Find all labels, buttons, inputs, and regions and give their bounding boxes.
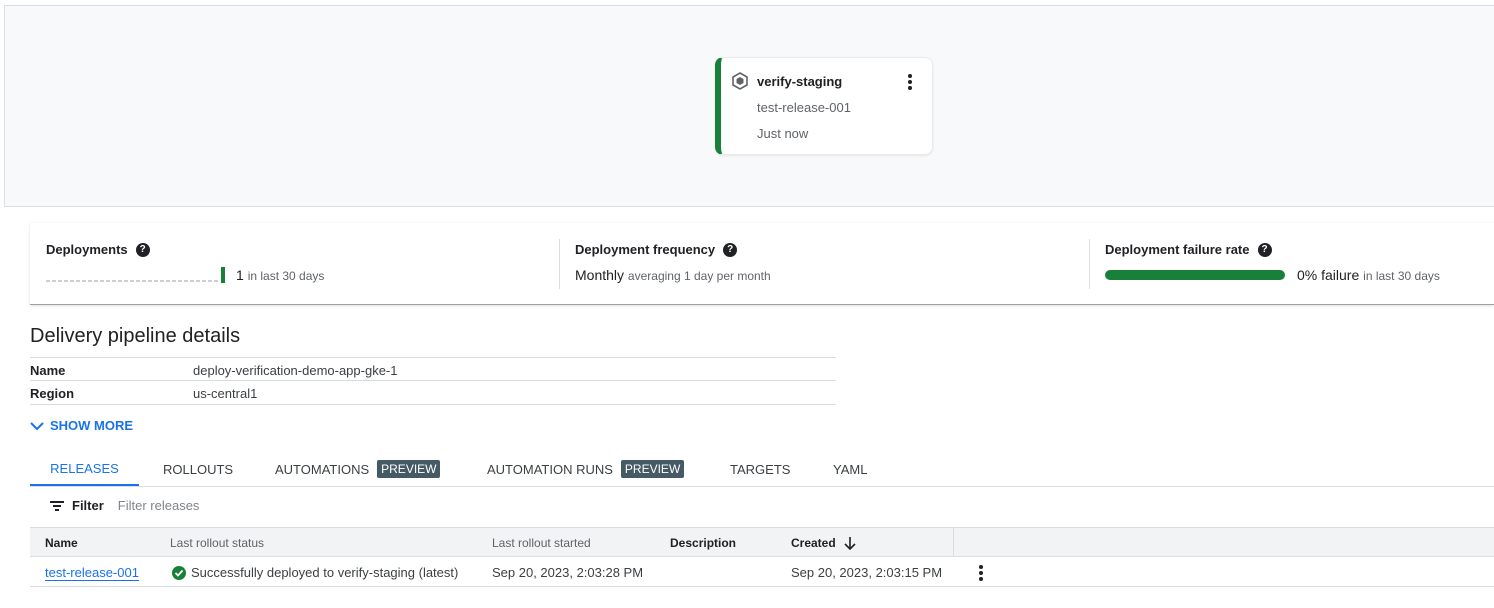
more-vert-icon[interactable] (979, 565, 983, 581)
check-circle-icon (172, 565, 186, 580)
tab-releases[interactable]: RELEASES (30, 452, 139, 486)
preview-badge: PREVIEW (620, 460, 685, 478)
tab-rollouts[interactable]: ROLLOUTS (163, 461, 234, 477)
tab-bar: RELEASES ROLLOUTS AUTOMATIONS PREVIEW AUT… (30, 452, 1494, 487)
rollout-status: Successfully deployed to verify-staging … (191, 565, 459, 580)
cube-hexagon-icon (731, 72, 749, 93)
metric-detail: in last 30 days (1363, 269, 1440, 283)
col-started[interactable]: Last rollout started (492, 536, 591, 550)
metric-detail: averaging 1 day per month (627, 269, 771, 283)
failure-rate-bar (1105, 270, 1285, 280)
metric-title: Deployments (46, 242, 128, 257)
detail-row-region: Region us-central1 (30, 381, 836, 405)
chevron-down-icon (30, 421, 44, 430)
help-icon[interactable]: ? (723, 242, 738, 257)
pipeline-stage-card[interactable]: verify-staging test-release-001 Just now (715, 57, 933, 155)
metric-value: 0% failure (1297, 267, 1360, 283)
metric-title: Deployment frequency (575, 242, 716, 257)
deployments-sparkline (46, 267, 225, 283)
table-header: Name Last rollout status Last rollout st… (30, 527, 1494, 557)
tab-targets[interactable]: TARGETS (730, 461, 791, 477)
tab-automations[interactable]: AUTOMATIONS PREVIEW (275, 452, 441, 486)
col-description[interactable]: Description (670, 536, 737, 550)
stage-name[interactable]: verify-staging (757, 74, 843, 89)
rollout-started: Sep 20, 2023, 2:03:28 PM (492, 565, 644, 580)
release-link[interactable]: test-release-001 (45, 565, 139, 581)
metric-value: Monthly (575, 267, 625, 283)
help-icon[interactable]: ? (135, 242, 150, 257)
sparkline-bar (221, 267, 225, 283)
stage-time: Just now (757, 126, 809, 141)
col-status[interactable]: Last rollout status (170, 536, 265, 550)
show-more-button[interactable]: SHOW MORE (30, 418, 133, 433)
tab-automation-runs[interactable]: AUTOMATION RUNS PREVIEW (487, 452, 685, 486)
filter-bar[interactable]: Filter Filter releases (50, 498, 199, 513)
table-row: test-release-001 Successfully deployed t… (30, 557, 1494, 587)
more-vert-icon[interactable] (908, 74, 912, 90)
col-created[interactable]: Created (791, 536, 856, 550)
filter-label: Filter (72, 498, 104, 513)
filter-input[interactable]: Filter releases (117, 498, 200, 513)
help-icon[interactable]: ? (1257, 242, 1272, 257)
arrow-down-icon (844, 537, 856, 550)
filter-icon (50, 500, 64, 511)
created: Sep 20, 2023, 2:03:15 PM (791, 565, 943, 580)
metrics-card: Deployments? 1 in last 30 days Deploymen… (30, 223, 1494, 305)
metric-title: Deployment failure rate (1105, 242, 1250, 257)
detail-row-name: Name deploy-verification-demo-app-gke-1 (30, 357, 836, 381)
col-name[interactable]: Name (45, 536, 78, 550)
preview-badge: PREVIEW (377, 460, 441, 478)
stage-release: test-release-001 (757, 100, 851, 115)
metric-value: 1 (236, 267, 244, 283)
page-section-title: Delivery pipeline details (30, 325, 241, 347)
tab-yaml[interactable]: YAML (833, 461, 868, 477)
metric-detail: in last 30 days (247, 269, 325, 283)
